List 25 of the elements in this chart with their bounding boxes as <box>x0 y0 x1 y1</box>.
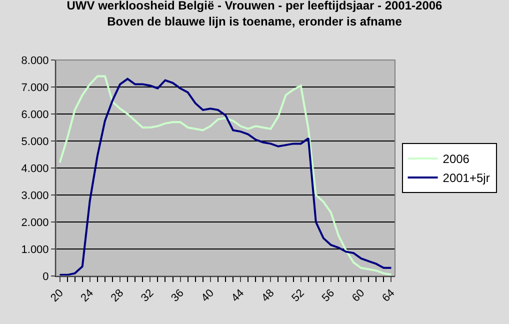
x-tick-label: 36 <box>169 287 186 304</box>
x-tick-label: 28 <box>108 287 126 304</box>
y-tick-label: 3.000 <box>21 190 49 202</box>
x-tick-label: 48 <box>260 287 277 304</box>
y-tick-label: 0 <box>42 270 49 283</box>
x-tick-label: 56 <box>320 287 337 304</box>
x-tick-label: 44 <box>229 287 247 304</box>
legend-label: 2006 <box>442 152 470 166</box>
y-tick-label: 1.000 <box>21 244 49 256</box>
x-tick-label: 60 <box>350 287 368 304</box>
y-tick-label: 4.000 <box>21 162 49 175</box>
y-tick-label: 7.000 <box>21 82 49 94</box>
x-tick-label: 40 <box>199 287 216 304</box>
x-tick-label: 24 <box>78 287 96 304</box>
y-tick-label: 8.000 <box>21 54 49 67</box>
legend-label: 2001+5jr <box>442 171 490 186</box>
y-tick-label: 6.000 <box>21 108 49 121</box>
x-tick-label: 20 <box>48 287 66 304</box>
chart-title: UWV werkloosheid België - Vrouwen - per leeftijdsjaar - 2001-2006 <box>66 0 443 13</box>
x-tick-label: 64 <box>380 287 398 304</box>
x-tick-label: 52 <box>290 287 307 304</box>
chart-subtitle: Boven de blauwe lijn is toename, eronder is afname <box>107 14 402 28</box>
x-tick-label: 32 <box>139 287 156 304</box>
y-tick-label: 5.000 <box>21 136 49 148</box>
y-tick-label: 2.000 <box>21 216 49 229</box>
